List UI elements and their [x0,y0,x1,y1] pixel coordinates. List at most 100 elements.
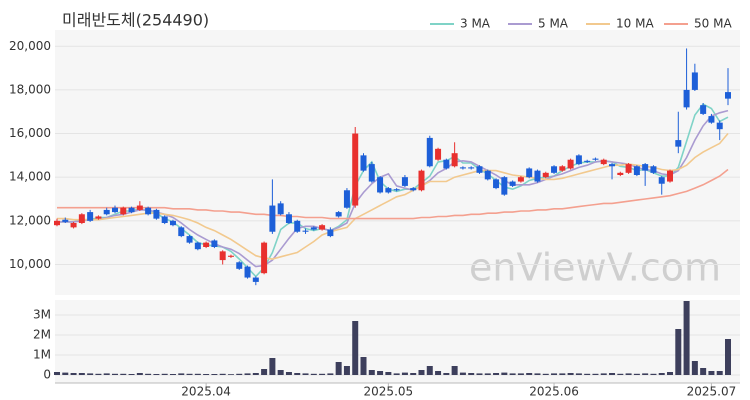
volume-bar [252,373,259,375]
candle-body [675,140,682,147]
candle-body [87,212,94,221]
x-tick-label: 2025.06 [529,385,579,399]
candle-body [708,116,715,123]
y-tick-label: 2M [33,328,51,342]
y-tick-label: 3M [33,308,51,322]
candle-body [691,72,698,90]
candle-body [542,172,549,178]
volume-bar [54,372,60,375]
candle-body [683,89,690,108]
candle-body [377,177,384,193]
legend-label: 5 MA [538,17,569,31]
volume-bar [575,373,582,375]
volume-bar [352,321,359,375]
volume-bar [78,373,85,375]
volume-bar [261,369,268,375]
volume-bar [211,374,218,375]
volume-bar [227,374,234,375]
candle-body [551,166,558,173]
volume-bar [708,371,715,375]
volume-bar [360,357,367,375]
volume-bar [368,370,375,375]
candle-body [650,166,657,173]
candle-body [294,220,301,232]
volume-bar [642,373,649,375]
candle-body [658,177,665,184]
candle-body [111,207,118,213]
y-tick-label: 20,000 [9,39,51,53]
volume-bar [161,373,168,375]
volume-bar [343,366,350,375]
volume-bar [186,373,193,375]
candle-body [103,209,110,215]
ma-line [57,109,729,268]
candle-body [343,190,350,208]
volume-bar [319,373,326,375]
volume-bar [625,373,632,375]
legend-label: 50 MA [694,17,732,31]
volume-bar [95,373,102,375]
volume-bar [269,358,276,375]
volume-bar [426,366,433,375]
watermark: enViewV.com [469,246,721,290]
ma-line [57,132,729,260]
volume-bar [534,373,541,375]
candle-body [352,133,359,206]
volume-bar [136,373,143,375]
candle-body [609,164,616,167]
volume-bar [169,374,176,375]
candle-body [203,242,210,247]
candle-body [178,227,185,237]
candle-body [575,155,582,165]
volume-bar [468,373,475,375]
candle-body [161,216,168,223]
candle-body [136,205,143,210]
candle-body [476,166,483,173]
volume-bar [683,301,690,375]
volume-bar [103,373,110,375]
candle-body [559,166,566,171]
chart-title: 미래반도체(254490) [62,11,209,30]
legend-label: 10 MA [616,17,654,31]
volume-bar [517,373,524,375]
volume-bar [725,339,731,375]
volume-bar [600,373,607,375]
y-tick-label: 0 [43,368,51,382]
volume-bar [153,374,160,375]
volume-bar [501,372,508,375]
candle-body [252,277,259,282]
candle-body [95,216,102,219]
volume-bar [310,373,317,375]
volume-bar [120,373,127,375]
candle-body [700,105,707,114]
candle-body [493,179,500,189]
volume-bar [542,373,549,375]
volume-bar [219,373,226,375]
volume-bar [609,373,616,375]
y-tick-label: 12,000 [9,213,51,227]
candle-body [509,181,516,186]
volume-bar [459,372,466,375]
volume-bar [70,373,77,375]
candle-body [244,266,251,278]
volume-bar [567,373,574,375]
candle-body [526,168,533,178]
volume-bar [203,374,210,375]
candle-body [360,155,367,171]
volume-bar [393,373,400,375]
volume-bar [435,371,442,375]
volume-bar [236,373,243,375]
legend-label: 3 MA [460,17,491,31]
y-tick-label: 1M [33,348,51,362]
x-tick-label: 2025.05 [364,385,414,399]
volume-bar [410,373,417,375]
y-tick-label: 16,000 [9,126,51,140]
volume-panel [55,300,740,383]
volume-bar [493,373,500,375]
volume-bar [327,373,334,375]
candle-body [459,167,466,169]
candle-body [335,212,342,217]
candle-body [194,242,201,250]
candle-body [62,219,69,222]
candle-body [219,251,226,261]
